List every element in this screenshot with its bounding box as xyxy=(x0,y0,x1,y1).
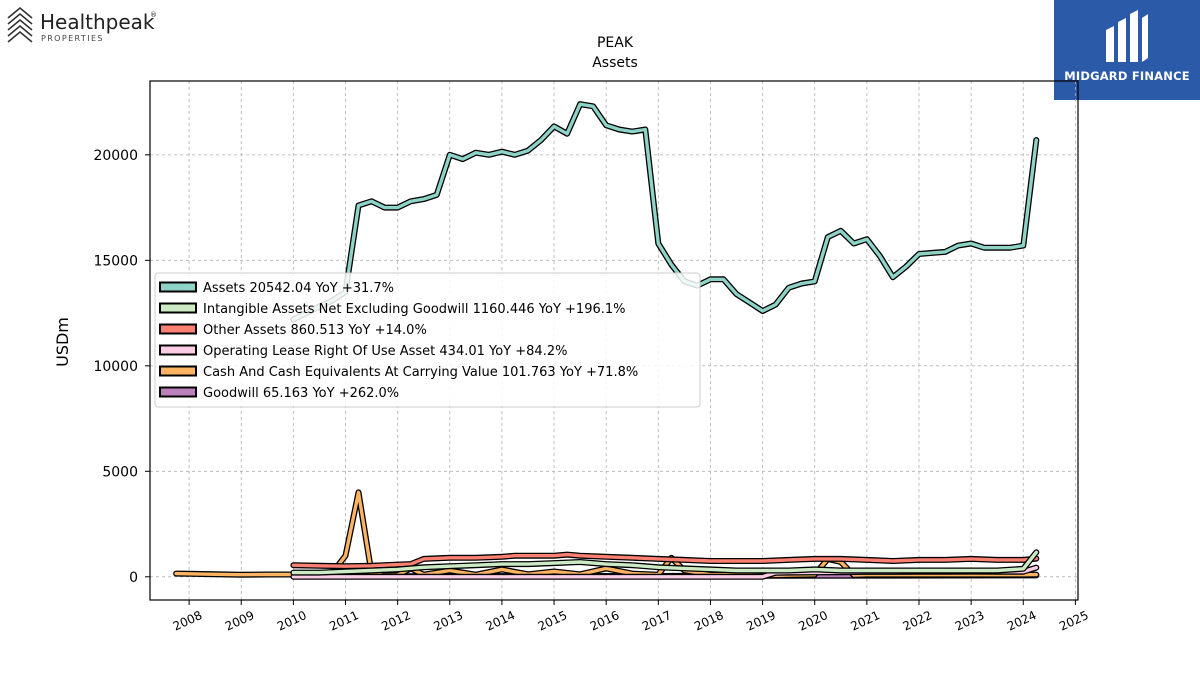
legend-swatch xyxy=(159,323,197,335)
series-lines xyxy=(173,101,1040,580)
series-other-assets xyxy=(290,551,1040,570)
legend-entry: Operating Lease Right Of Use Asset 434.0… xyxy=(203,344,567,359)
series-intangible-assets-net-excluding-goodwill xyxy=(290,549,1040,576)
x-tick-label: 2019 xyxy=(744,608,778,634)
x-tick-label: 2017 xyxy=(640,608,674,634)
x-tick-label: 2022 xyxy=(901,608,935,634)
x-tick-label: 2008 xyxy=(171,608,205,634)
y-tick-label: 15000 xyxy=(93,253,138,269)
chart-subtitle: Assets xyxy=(592,55,638,71)
legend-swatch xyxy=(159,302,197,314)
legend-box xyxy=(154,272,701,408)
x-tick-label: 2021 xyxy=(849,608,883,634)
y-tick-label: 10000 xyxy=(93,359,138,375)
y-tick-label: 0 xyxy=(129,570,138,586)
x-tick-label: 2014 xyxy=(484,608,518,634)
healthpeak-mark-icon xyxy=(7,6,33,43)
legend-entry: Goodwill 65.163 YoY +262.0% xyxy=(203,386,399,401)
legend-swatch xyxy=(159,365,197,377)
x-tick-label: 2020 xyxy=(796,608,830,634)
x-tick-label: 2011 xyxy=(327,608,361,634)
x-tick-label: 2012 xyxy=(379,608,413,634)
legend: Assets 20542.04 YoY +31.7% Intangible Ass… xyxy=(154,272,701,408)
x-tick-label: 2023 xyxy=(953,608,987,634)
legend-entry: Intangible Assets Net Excluding Goodwill… xyxy=(203,302,626,317)
legend-entry: Other Assets 860.513 YoY +14.0% xyxy=(203,323,427,338)
brand-left-mark: ® xyxy=(150,11,157,19)
x-tick-label: 2015 xyxy=(536,608,570,634)
series-assets xyxy=(290,101,1040,323)
series-line xyxy=(291,550,1039,575)
brand-right-name: MIDGARD FINANCE xyxy=(1064,69,1190,83)
y-tick-label: 5000 xyxy=(102,464,138,480)
y-axis-label: USDm xyxy=(53,317,72,367)
chart-title: PEAK xyxy=(597,35,634,51)
y-tick-label: 20000 xyxy=(93,148,138,164)
axis-ticks: 2008 2009 2010 2011 2012 2013 2014 2015 2016 2017… xyxy=(93,148,1090,634)
brand-left-sub: PROPERTIES xyxy=(41,34,104,43)
legend-swatch xyxy=(159,344,197,356)
series-line xyxy=(291,552,1039,568)
x-tick-label: 2025 xyxy=(1057,608,1091,634)
midgard-finance-logo: MIDGARD FINANCE xyxy=(1054,0,1200,100)
legend-entry: Cash And Cash Equivalents At Carrying Va… xyxy=(203,365,638,380)
legend-entry: Assets 20542.04 YoY +31.7% xyxy=(203,281,394,296)
series-line xyxy=(291,102,1039,322)
x-tick-label: 2018 xyxy=(692,608,726,634)
x-tick-label: 2013 xyxy=(431,608,465,634)
brand-left-name: Healthpeak xyxy=(40,10,155,34)
x-tick-label: 2016 xyxy=(588,608,622,634)
x-tick-label: 2010 xyxy=(275,608,309,634)
legend-swatch xyxy=(159,281,197,293)
legend-swatch xyxy=(159,386,197,398)
x-tick-label: 2024 xyxy=(1005,608,1039,634)
midgard-mark-icon xyxy=(1106,10,1148,62)
plot-frame xyxy=(149,80,1079,601)
healthpeak-logo: Healthpeak ® PROPERTIES xyxy=(6,4,176,48)
x-tick-label: 2009 xyxy=(223,608,257,634)
